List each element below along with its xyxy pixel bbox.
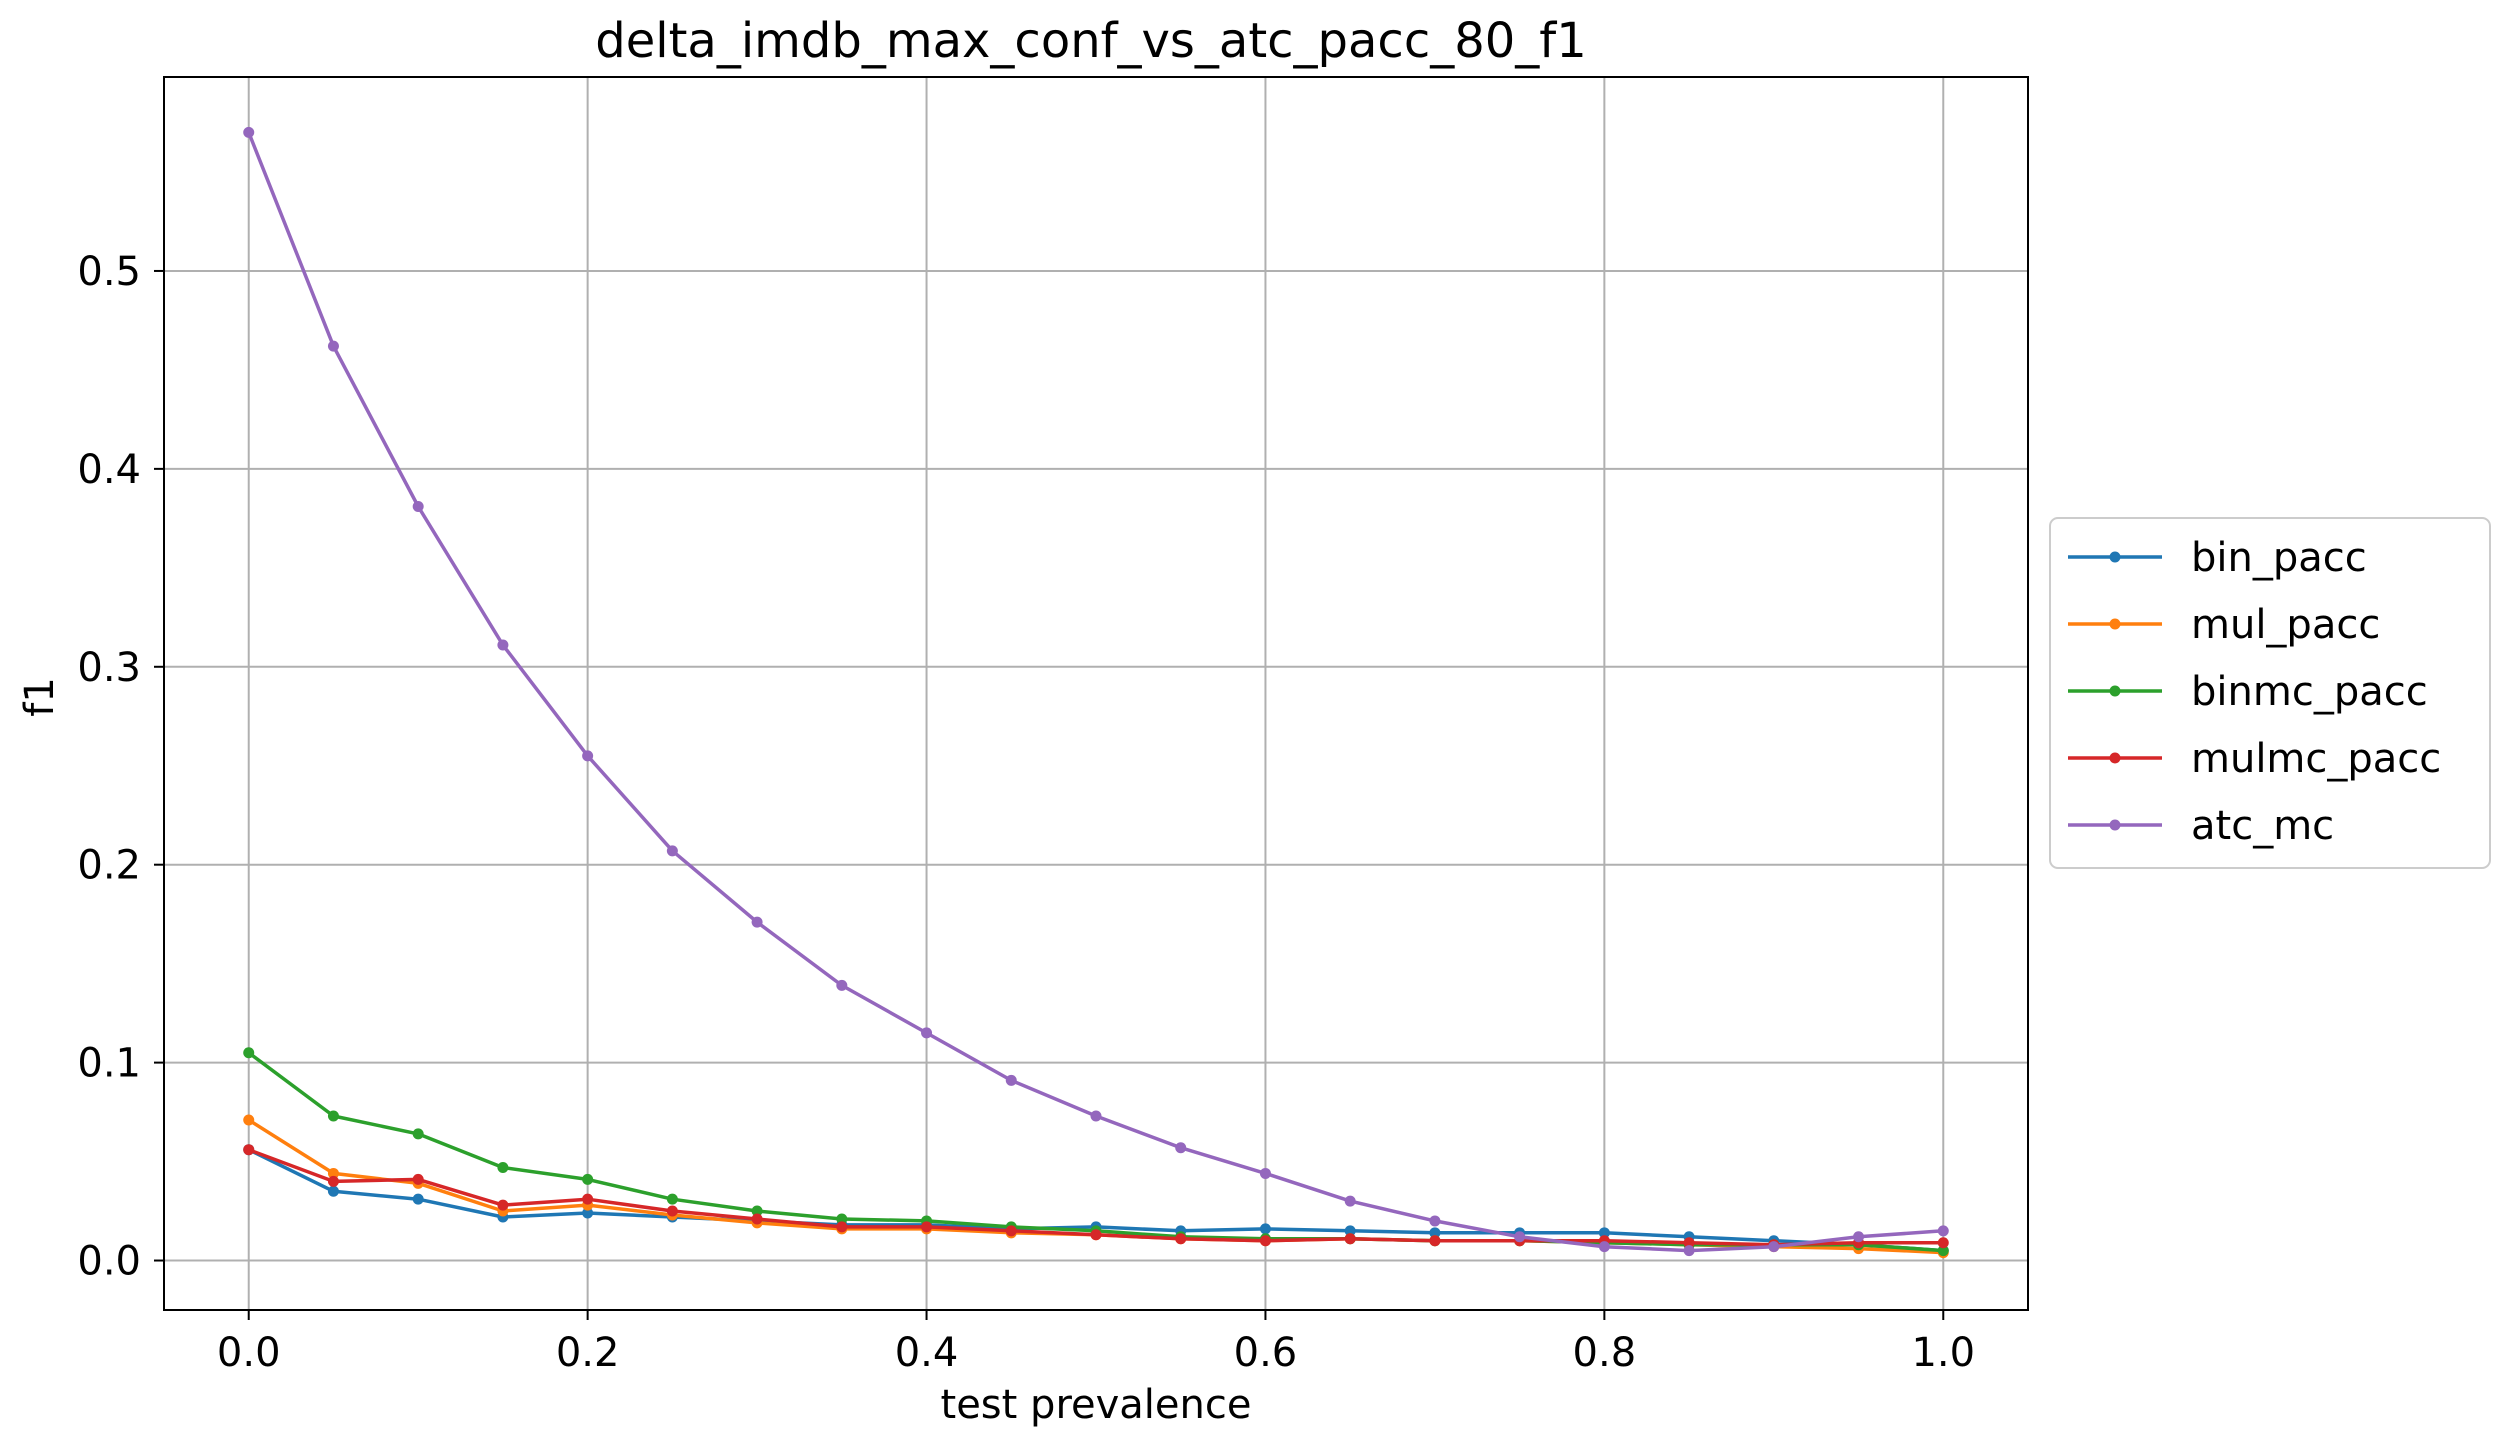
data-point-atc_mc (666, 845, 678, 857)
data-point-atc_mc (1429, 1215, 1441, 1227)
data-point-mulmc_pacc (497, 1199, 509, 1211)
x-tick-label: 0.6 (1234, 1330, 1298, 1376)
x-tick-label: 0.0 (217, 1330, 281, 1376)
data-point-binmc_pacc (243, 1047, 255, 1059)
data-point-atc_mc (327, 340, 339, 352)
data-point-atc_mc (1175, 1142, 1187, 1154)
data-point-binmc_pacc (582, 1173, 594, 1185)
y-tick-label: 0.3 (77, 645, 141, 691)
x-tick-label: 1.0 (1911, 1330, 1975, 1376)
legend-item-binmc_pacc: binmc_pacc (2068, 669, 2428, 715)
data-point-atc_mc (1259, 1167, 1271, 1179)
data-point-atc_mc (921, 1027, 933, 1039)
data-point-mulmc_pacc (1429, 1235, 1441, 1247)
legend-swatch-marker (2109, 618, 2121, 630)
data-point-binmc_pacc (836, 1213, 848, 1225)
data-point-atc_mc (1683, 1245, 1695, 1257)
legend-item-mul_pacc: mul_pacc (2068, 602, 2380, 648)
legend-label: mulmc_pacc (2191, 736, 2441, 782)
data-point-atc_mc (836, 979, 848, 991)
data-point-binmc_pacc (497, 1162, 509, 1174)
series-mulmc_pacc (243, 1144, 1949, 1251)
legend-label: atc_mc (2191, 803, 2334, 849)
data-point-atc_mc (497, 639, 509, 651)
y-tick-label: 0.5 (77, 249, 141, 295)
legend-swatch-marker (2109, 819, 2121, 831)
data-point-mulmc_pacc (1175, 1233, 1187, 1245)
y-tick-label: 0.2 (77, 843, 141, 889)
data-point-mulmc_pacc (582, 1193, 594, 1205)
legend-label: bin_pacc (2191, 535, 2367, 581)
data-point-binmc_pacc (327, 1110, 339, 1122)
data-point-bin_pacc (412, 1193, 424, 1205)
legend-label: binmc_pacc (2191, 669, 2428, 715)
data-point-mul_pacc (243, 1114, 255, 1126)
series-atc_mc (243, 126, 1949, 1257)
x-axis-label: test prevalence (941, 1382, 1252, 1428)
data-point-bin_pacc (1344, 1225, 1356, 1237)
data-point-binmc_pacc (666, 1193, 678, 1205)
data-point-atc_mc (751, 916, 763, 928)
data-point-binmc_pacc (751, 1205, 763, 1217)
legend-item-bin_pacc: bin_pacc (2068, 535, 2367, 581)
y-tick-label: 0.1 (77, 1041, 141, 1087)
x-tick-label: 0.4 (895, 1330, 959, 1376)
data-point-mulmc_pacc (327, 1175, 339, 1187)
axis-ticks: 0.0 0.2 0.4 0.6 0.8 1.0 0.0 0.1 0.2 0.3 0.4 0.5 (77, 249, 1975, 1376)
data-point-mulmc_pacc (1344, 1233, 1356, 1245)
chart-title: delta_imdb_max_conf_vs_atc_pacc_80_f1 (595, 13, 1586, 69)
data-point-bin_pacc (1429, 1227, 1441, 1239)
data-point-atc_mc (243, 126, 255, 138)
data-point-binmc_pacc (1937, 1245, 1949, 1257)
y-tick-label: 0.0 (77, 1239, 141, 1285)
grid (164, 77, 2028, 1310)
data-point-mulmc_pacc (1683, 1237, 1695, 1249)
data-point-mulmc_pacc (751, 1213, 763, 1225)
data-point-mulmc_pacc (666, 1205, 678, 1217)
legend-item-atc_mc: atc_mc (2068, 803, 2334, 849)
data-point-atc_mc (1598, 1241, 1610, 1253)
legend-box (2049, 517, 2491, 869)
data-point-atc_mc (582, 750, 594, 762)
series-lines (243, 126, 1949, 1259)
data-point-mulmc_pacc (243, 1144, 255, 1156)
data-point-mulmc_pacc (1005, 1225, 1017, 1237)
data-point-atc_mc (1344, 1195, 1356, 1207)
data-point-atc_mc (1853, 1231, 1865, 1243)
x-tick-label: 0.2 (556, 1330, 620, 1376)
data-point-bin_pacc (327, 1185, 339, 1197)
data-point-atc_mc (1090, 1110, 1102, 1122)
data-point-mulmc_pacc (1259, 1235, 1271, 1247)
legend-swatch-marker (2109, 752, 2121, 764)
data-point-binmc_pacc (412, 1128, 424, 1140)
data-point-mulmc_pacc (1090, 1229, 1102, 1241)
legend: bin_pacc mul_pacc binmc_pacc mulmc_pacc atc_… (2049, 517, 2491, 869)
data-point-mulmc_pacc (836, 1221, 848, 1233)
legend-item-mulmc_pacc: mulmc_pacc (2068, 736, 2441, 782)
legend-swatch-marker (2109, 685, 2121, 697)
legend-swatch-marker (2109, 551, 2121, 563)
data-point-atc_mc (1514, 1231, 1526, 1243)
data-point-mulmc_pacc (1937, 1237, 1949, 1249)
data-point-mulmc_pacc (921, 1221, 933, 1233)
data-point-bin_pacc (1598, 1227, 1610, 1239)
y-tick-label: 0.4 (77, 447, 141, 493)
y-axis-label: f1 (17, 677, 63, 717)
x-tick-label: 0.8 (1573, 1330, 1637, 1376)
data-point-mul_pacc (327, 1167, 339, 1179)
data-point-atc_mc (1005, 1074, 1017, 1086)
data-point-bin_pacc (582, 1207, 594, 1219)
data-point-atc_mc (1768, 1241, 1780, 1253)
data-point-atc_mc (1937, 1225, 1949, 1237)
plot-frame (163, 76, 2029, 1311)
data-point-bin_pacc (1259, 1223, 1271, 1235)
data-point-mulmc_pacc (412, 1173, 424, 1185)
legend-label: mul_pacc (2191, 602, 2380, 648)
data-point-atc_mc (412, 500, 424, 512)
